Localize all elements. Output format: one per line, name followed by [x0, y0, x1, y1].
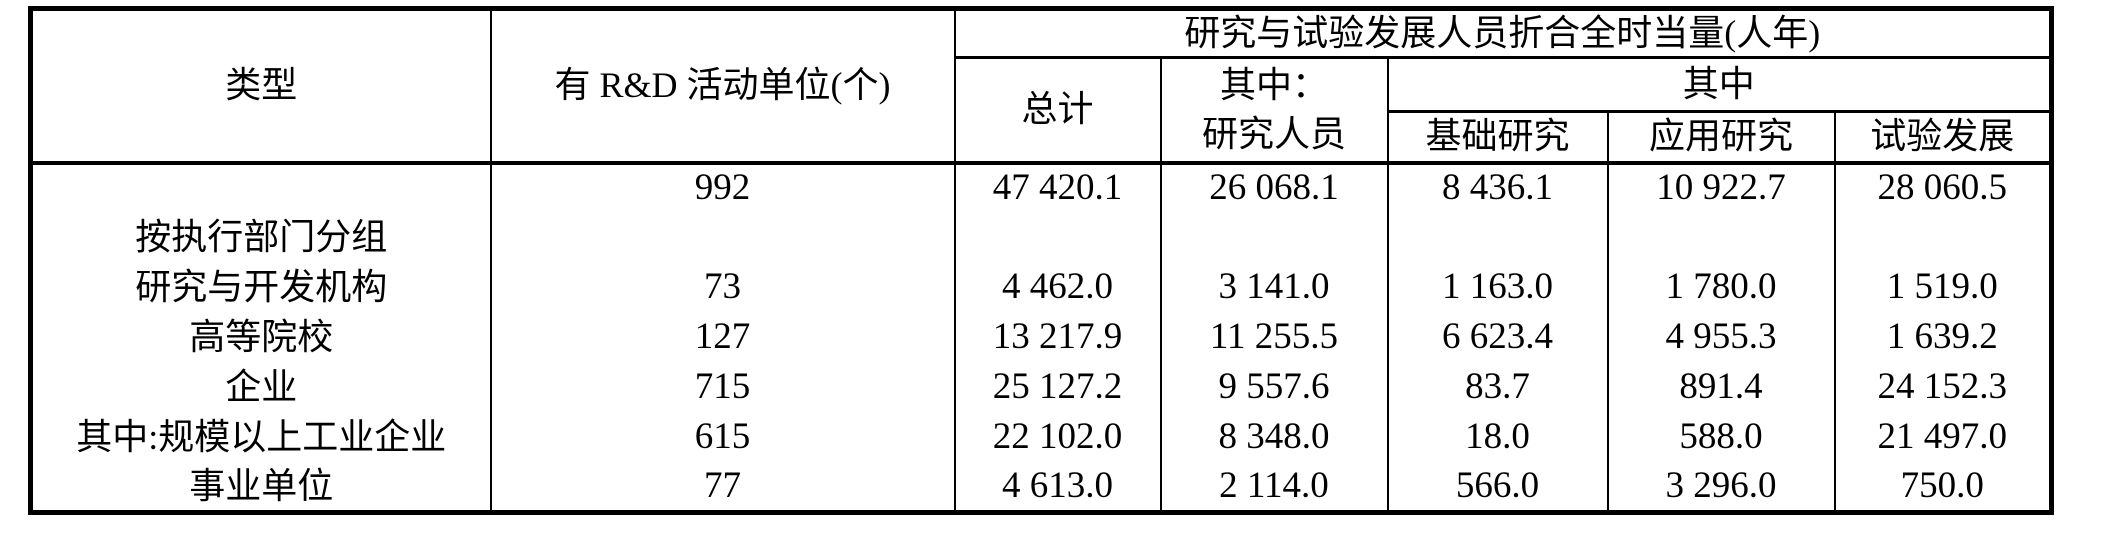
table-cell: 21 497.0	[1833, 412, 2053, 463]
table-cell: 24 152.3	[1833, 362, 2053, 413]
table-cell: 10 922.7	[1606, 162, 1836, 213]
column-header-researchers: 其中： 研究人员	[1159, 56, 1389, 165]
table-cell: 73	[489, 262, 956, 313]
row-label: 研究与开发机构	[29, 262, 492, 313]
table-cell: 4 462.0	[953, 262, 1162, 313]
table-cell: 77	[489, 462, 956, 513]
table-cell: 4 613.0	[953, 462, 1162, 513]
table-cell: 750.0	[1833, 462, 2053, 513]
table-cell: 127	[489, 312, 956, 363]
table-row-rd-institutions: 研究与开发机构 73 4 462.0 3 141.0 1 163.0 1 780…	[29, 262, 2053, 313]
column-header-fte-group: 研究与试验发展人员折合全时当量(人年)	[953, 7, 2053, 59]
table-row-enterprises: 企业 715 25 127.2 9 557.6 83.7 891.4 24 15…	[29, 362, 2053, 413]
table-cell: 588.0	[1606, 412, 1836, 463]
table-cell: 1 519.0	[1833, 262, 2053, 313]
column-header-applied-research: 应用研究	[1606, 110, 1836, 165]
row-label: 按执行部门分组	[29, 212, 492, 263]
column-header-of-which: 其中	[1386, 56, 2053, 113]
table-cell	[1386, 212, 1609, 263]
rd-statistics-table: 类型 有 R&D 活动单位(个) 研究与试验发展人员折合全时当量(人年) 总计 …	[28, 6, 2054, 515]
column-header-researchers-line2: 研究人员	[1201, 113, 1346, 154]
table-cell: 47 420.1	[953, 162, 1162, 213]
column-header-experimental-development: 试验发展	[1833, 110, 2053, 165]
header-row-1: 类型 有 R&D 活动单位(个) 研究与试验发展人员折合全时当量(人年)	[29, 7, 2053, 165]
column-header-basic-research: 基础研究	[1386, 110, 1609, 165]
column-header-researchers-line1: 其中：	[1219, 65, 1328, 106]
table-cell: 566.0	[1386, 462, 1609, 513]
table-cell: 615	[489, 412, 956, 463]
table-row-group-heading: 按执行部门分组	[29, 212, 2053, 263]
row-label: 高等院校	[29, 312, 492, 363]
table-cell: 83.7	[1386, 362, 1609, 413]
table-cell: 891.4	[1606, 362, 1836, 413]
table-cell: 25 127.2	[953, 362, 1162, 413]
table-cell: 8 436.1	[1386, 162, 1609, 213]
table-cell	[1159, 212, 1389, 263]
table-cell: 1 639.2	[1833, 312, 2053, 363]
header-row-2: 总计 其中： 研究人员 其中	[31, 56, 2053, 165]
table-cell: 11 255.5	[1159, 312, 1389, 363]
table-row-higher-education: 高等院校 127 13 217.9 11 255.5 6 623.4 4 955…	[29, 312, 2053, 363]
table-cell: 9 557.6	[1159, 362, 1389, 413]
table-cell	[1833, 212, 2053, 263]
table-cell	[1606, 212, 1836, 263]
column-header-rd-units: 有 R&D 活动单位(个)	[489, 7, 956, 165]
table-cell: 13 217.9	[953, 312, 1162, 363]
table-cell: 992	[489, 162, 956, 213]
table-cell: 1 780.0	[1606, 262, 1836, 313]
row-label: 其中:规模以上工业企业	[29, 412, 492, 463]
table-cell: 8 348.0	[1159, 412, 1389, 463]
table-cell: 715	[489, 362, 956, 413]
table-cell	[489, 212, 956, 263]
table-cell: 2 114.0	[1159, 462, 1389, 513]
table-row-total: 992 47 420.1 26 068.1 8 436.1 10 922.7 2…	[29, 162, 2053, 213]
table-row-public-institutions: 事业单位 77 4 613.0 2 114.0 566.0 3 296.0 75…	[29, 462, 2053, 513]
table-cell: 26 068.1	[1159, 162, 1389, 213]
table-row-industrial-enterprises: 其中:规模以上工业企业 615 22 102.0 8 348.0 18.0 58…	[29, 412, 2053, 463]
table-cell: 3 141.0	[1159, 262, 1389, 313]
table-cell	[953, 212, 1162, 263]
table-cell: 22 102.0	[953, 412, 1162, 463]
row-label	[29, 162, 492, 213]
row-label: 事业单位	[29, 462, 492, 513]
table-cell: 18.0	[1386, 412, 1609, 463]
table-cell: 28 060.5	[1833, 162, 2053, 213]
table-cell: 3 296.0	[1606, 462, 1836, 513]
table-cell: 4 955.3	[1606, 312, 1836, 363]
column-header-total: 总计	[953, 56, 1162, 165]
row-label: 企业	[29, 362, 492, 413]
header-row-3: 基础研究 应用研究 试验发展	[31, 110, 2053, 165]
table-cell: 1 163.0	[1386, 262, 1609, 313]
column-header-type: 类型	[29, 7, 492, 165]
table-cell: 6 623.4	[1386, 312, 1609, 363]
